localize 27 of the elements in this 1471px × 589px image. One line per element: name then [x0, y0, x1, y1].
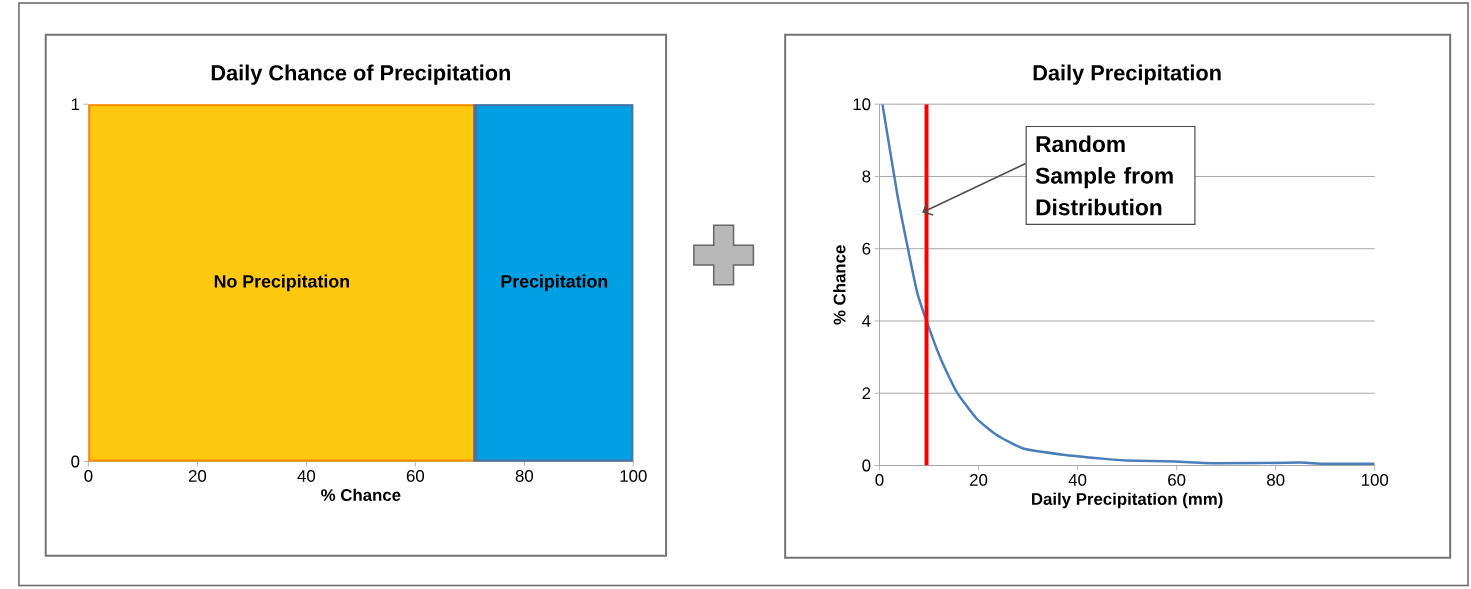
y-tick-label: 0: [862, 459, 871, 472]
x-tick-label: 40: [1068, 474, 1087, 487]
y-tick-label: 2: [862, 387, 871, 400]
x-axis-title: Daily Precipitation (mm): [1032, 492, 1223, 509]
y-tick-label: 10: [853, 98, 871, 111]
x-tick-label: 80: [515, 470, 534, 483]
y-tick-label: 6: [862, 242, 871, 255]
chart-title: Daily Precipitation: [1033, 64, 1221, 86]
x-tick-label: 100: [620, 470, 647, 483]
x-tick-label: 60: [1168, 474, 1186, 487]
x-axis-title: % Chance: [321, 488, 401, 502]
chart-title: Daily Chance of Precipitation: [211, 64, 511, 86]
x-tick-label: 0: [875, 474, 884, 487]
x-tick-label: 0: [84, 470, 93, 483]
x-tick-label: 60: [406, 470, 425, 483]
x-tick-label: 20: [970, 474, 988, 487]
y-tick-label: 1: [71, 98, 80, 111]
annotation: Random Sample from Distribution: [1035, 135, 1173, 216]
x-tick-label: 100: [1362, 474, 1389, 487]
series-label: No Precipitation: [214, 274, 349, 292]
series-label: Precipitation: [501, 274, 608, 292]
y-tick-label: 8: [862, 170, 871, 183]
x-tick-label: 20: [188, 470, 207, 483]
y-tick-label: 4: [862, 315, 871, 327]
x-tick-label: 80: [1267, 474, 1285, 487]
y-axis-title: % Chance: [833, 245, 846, 325]
x-tick-label: 40: [297, 470, 316, 483]
